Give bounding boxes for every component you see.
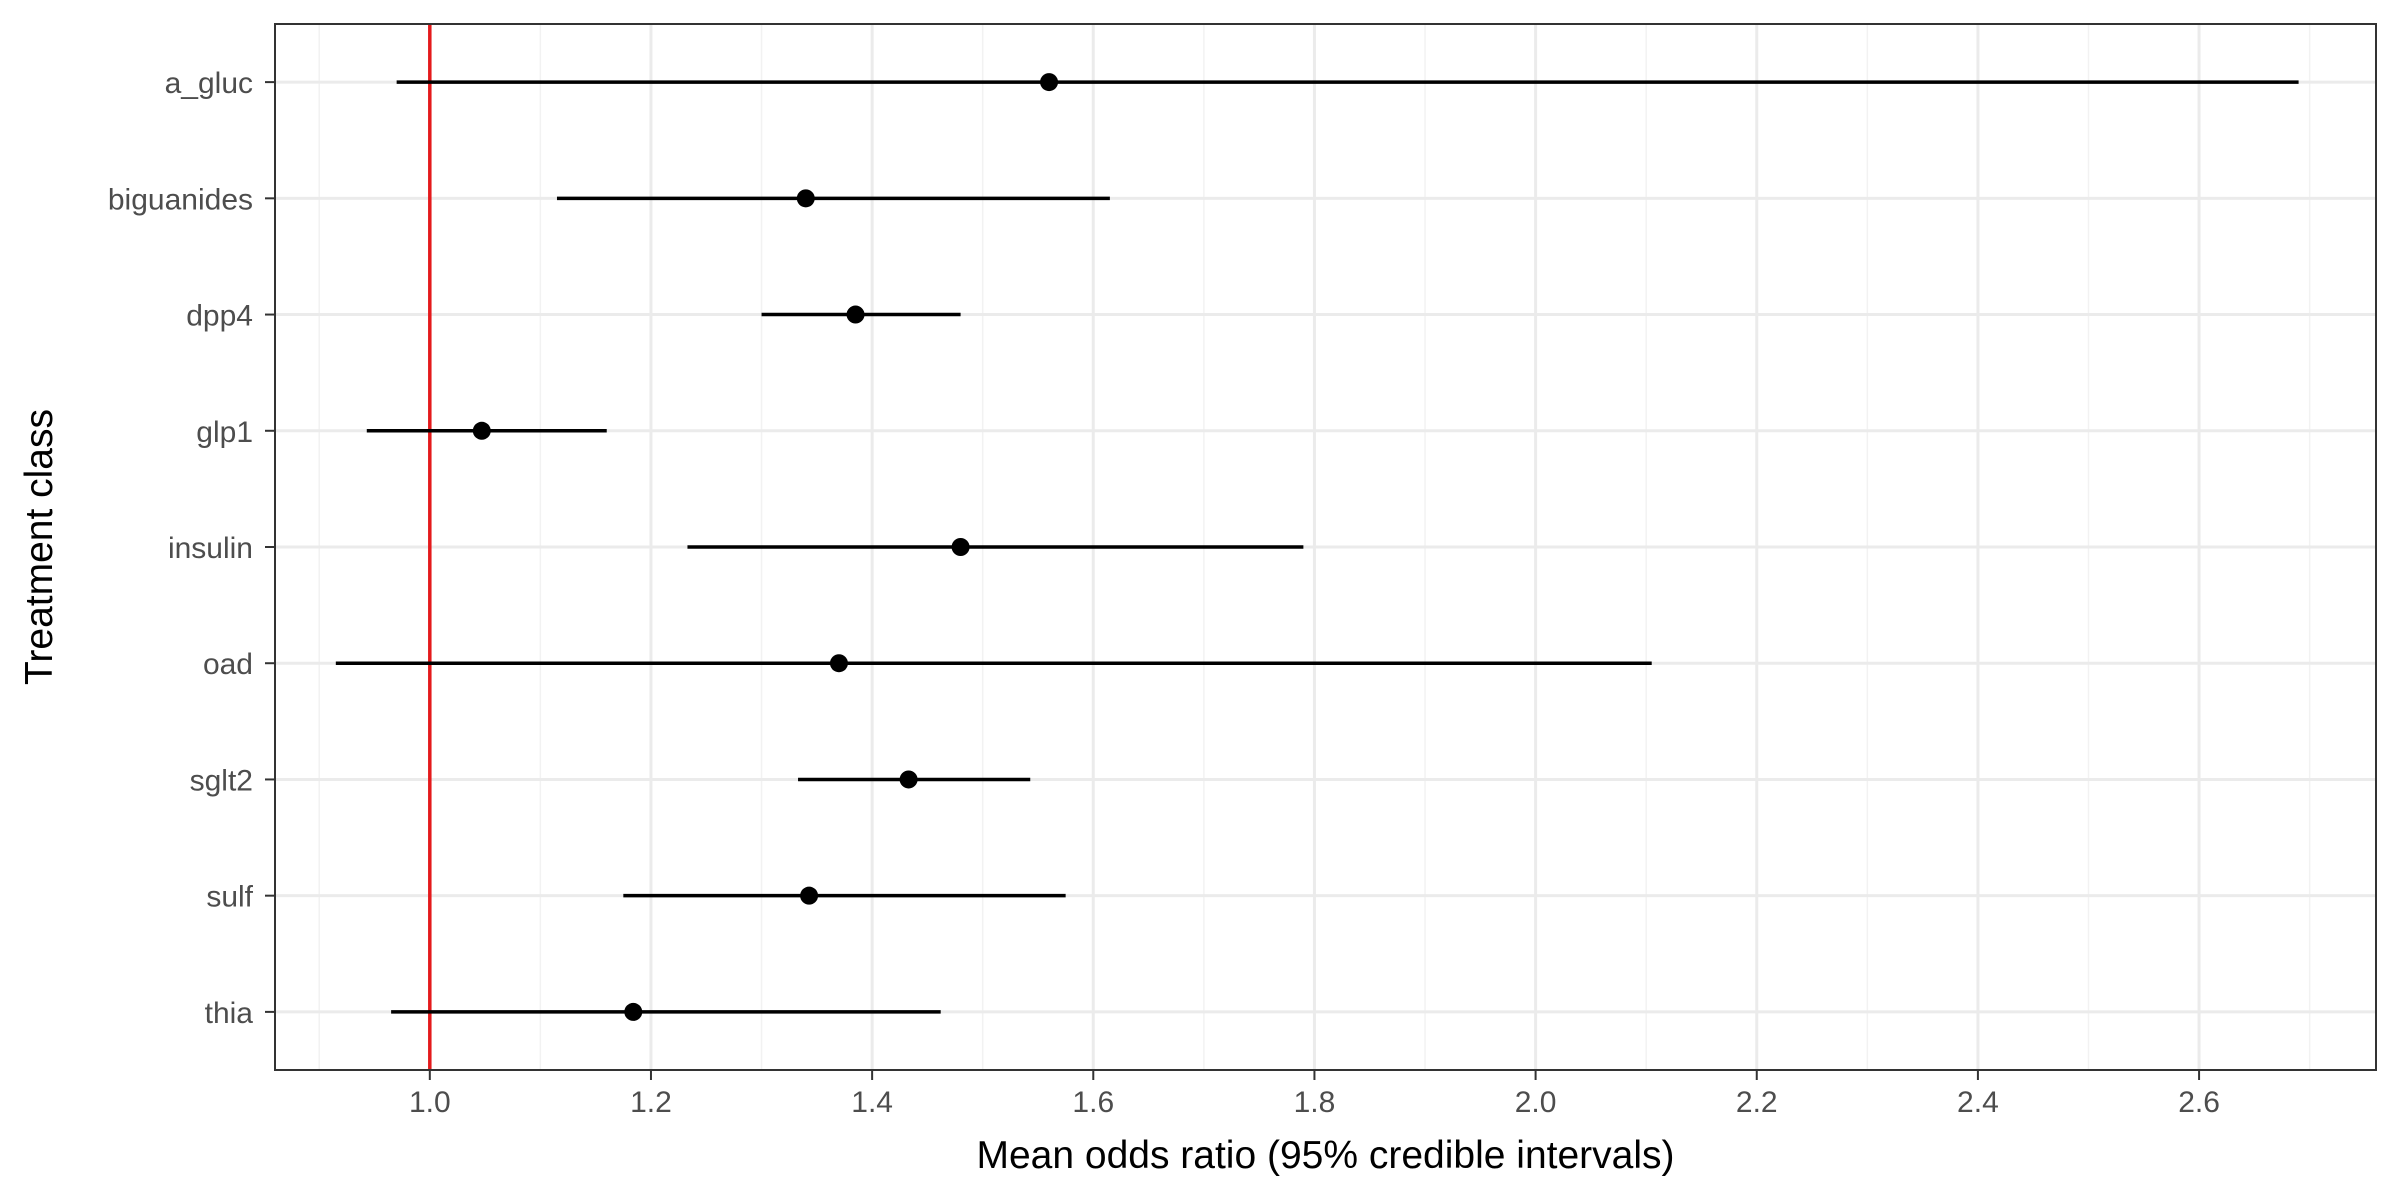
y-tick-label: thia [205, 997, 254, 1030]
x-tick-label: 1.6 [1072, 1086, 1114, 1119]
point-biguanides [796, 189, 815, 208]
y-tick-label: a_gluc [165, 67, 253, 100]
point-thia [624, 1002, 643, 1021]
axis-layer: 1.0 1.2 1.4 1.6 1.8 2.0 2.2 2.4 2.6 a_glucbiguani… [108, 67, 2220, 1119]
x-tick-label: 2.2 [1736, 1086, 1778, 1119]
y-tick-label: sglt2 [190, 764, 253, 797]
y-tick-label: insulin [168, 532, 253, 565]
point-insulin [951, 538, 970, 556]
x-axis-title: Mean odds ratio (95% credible intervals) [976, 1134, 1674, 1177]
point-sulf [800, 886, 819, 905]
y-axis-title: Treatment class [18, 409, 61, 685]
y-tick-label: dpp4 [186, 300, 253, 333]
y-tick-label: glp1 [196, 416, 253, 449]
data-layer [335, 73, 2299, 1021]
y-tick-label: oad [203, 648, 253, 681]
x-tick-label: 1.4 [851, 1086, 893, 1119]
y-tick-label: biguanides [108, 183, 253, 216]
point-a_gluc [1040, 73, 1059, 92]
point-glp1 [472, 421, 491, 440]
grid-layer [275, 24, 2376, 1070]
point-oad [829, 654, 848, 673]
x-tick-label: 2.0 [1515, 1086, 1557, 1119]
x-tick-label: 1.2 [630, 1086, 672, 1119]
x-tick-label: 1.8 [1294, 1086, 1336, 1119]
x-tick-label: 1.0 [409, 1086, 451, 1119]
x-tick-label: 2.4 [1957, 1086, 1999, 1119]
point-sglt2 [899, 770, 918, 789]
x-tick-label: 2.6 [2178, 1086, 2220, 1119]
y-tick-label: sulf [206, 881, 253, 914]
point-dpp4 [846, 305, 865, 324]
